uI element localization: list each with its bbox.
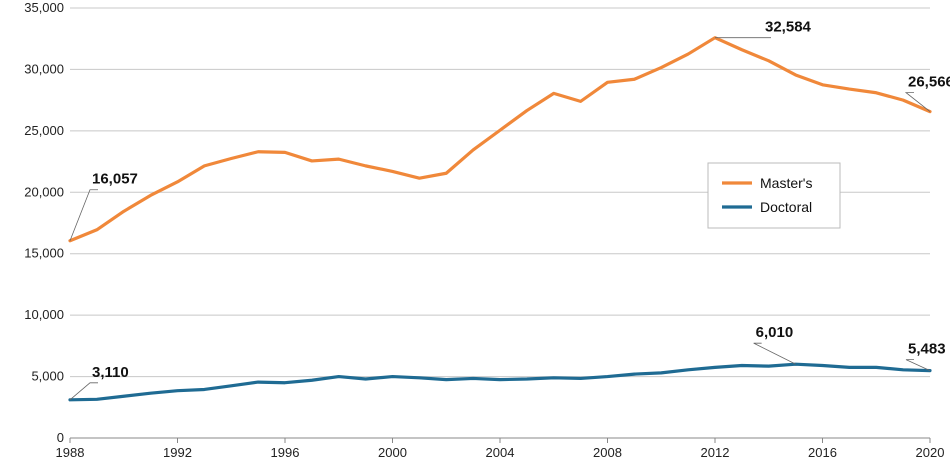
y-tick-label: 10,000 <box>24 307 64 322</box>
legend-label: Doctoral <box>760 199 812 215</box>
data-label: 5,483 <box>908 341 946 358</box>
y-tick-label: 30,000 <box>24 61 64 76</box>
legend: Master's Doctoral <box>707 162 841 229</box>
x-tick-label: 2008 <box>593 445 622 460</box>
y-tick-label: 15,000 <box>24 246 64 261</box>
x-axis: 1988 1992 1996 2000 2004 2008 2012 2016 2020 <box>56 438 945 460</box>
data-label: 6,010 <box>756 324 794 341</box>
x-tick-label: 1992 <box>163 445 192 460</box>
annotation-leader <box>904 92 931 112</box>
legend-box <box>707 162 841 229</box>
data-annotations: 16,057 32,584 26,566 3,110 6,010 5,483 <box>69 19 950 401</box>
series-lines <box>68 36 932 402</box>
annotation-leader <box>69 382 98 401</box>
annotation-leader <box>69 189 98 241</box>
y-tick-label: 25,000 <box>24 123 64 138</box>
data-label: 32,584 <box>765 19 812 36</box>
series-line-masters <box>68 36 932 243</box>
annotation-leader <box>753 342 796 365</box>
y-tick-label: 35,000 <box>24 0 64 15</box>
x-tick-label: 1996 <box>271 445 300 460</box>
y-tick-label: 0 <box>57 430 64 445</box>
y-tick-label: 5,000 <box>31 369 64 384</box>
data-label: 16,057 <box>92 171 138 188</box>
data-label: 26,566 <box>908 74 950 91</box>
x-tick-label: 2004 <box>486 445 515 460</box>
legend-label: Master's <box>760 175 812 191</box>
annotation-leader <box>905 359 931 372</box>
x-tick-label: 2020 <box>916 445 945 460</box>
data-label: 3,110 <box>92 364 129 381</box>
x-tick-label: 2000 <box>378 445 407 460</box>
y-axis: 0 5,000 10,000 15,000 20,000 25,000 30,000 35,0… <box>24 0 64 445</box>
x-tick-label: 1988 <box>56 445 85 460</box>
y-tick-label: 20,000 <box>24 184 64 199</box>
x-tick-label: 2012 <box>701 445 730 460</box>
series-line-doctoral <box>68 362 932 402</box>
x-tick-label: 2016 <box>808 445 837 460</box>
